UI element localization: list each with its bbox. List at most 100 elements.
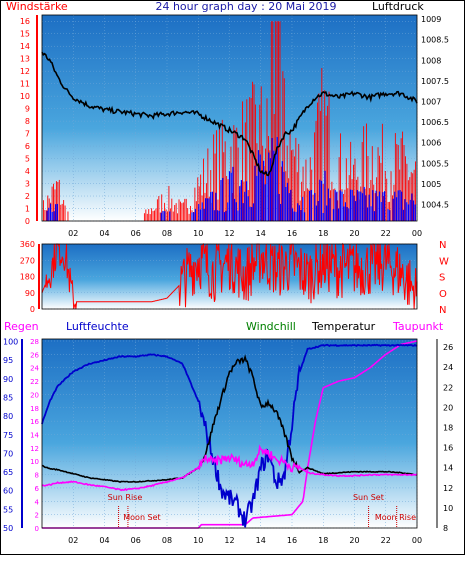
legend-luftfeuchte: Luftfeuchte bbox=[66, 320, 129, 333]
humidity-tick-label: 90 bbox=[3, 375, 13, 384]
rain-tick-label: 14 bbox=[30, 432, 39, 440]
y-left-tick-label: 11 bbox=[20, 80, 30, 89]
humidity-tick-label: 95 bbox=[3, 356, 13, 365]
y-left-tick-label: 9 bbox=[25, 105, 30, 114]
y-left-tick-label: 16 bbox=[20, 17, 30, 26]
panel-top-frame bbox=[41, 14, 418, 222]
x-tick-label: 10 bbox=[193, 229, 203, 238]
temperature-tick-label: 24 bbox=[443, 363, 453, 372]
temperature-tick-label: 12 bbox=[443, 484, 453, 493]
panel-bottom-frame bbox=[41, 338, 418, 529]
y-left-tick-label: 0 bbox=[25, 217, 30, 226]
y-left-tick-label: 10 bbox=[20, 92, 30, 101]
chart-title: 24 hour graph day : 20 Mai 2019 bbox=[155, 0, 336, 13]
y-left-tick-label: 4 bbox=[25, 167, 30, 176]
x-tick-label: 12 bbox=[224, 229, 234, 238]
temperature-tick-label: 26 bbox=[443, 343, 453, 352]
y-left-tick-label: 15 bbox=[20, 30, 30, 39]
temperature-tick-label: 22 bbox=[443, 383, 453, 392]
direction-tick-label: 90 bbox=[25, 289, 35, 298]
humidity-tick-label: 70 bbox=[3, 449, 13, 458]
compass-letter: W bbox=[439, 256, 449, 267]
x-tick-label: 18 bbox=[318, 536, 328, 545]
x-tick-label: 08 bbox=[162, 536, 172, 545]
x-tick-label: 20 bbox=[349, 229, 359, 238]
y-left-tick-label: 5 bbox=[25, 155, 30, 164]
legend-temperatur: Temperatur bbox=[311, 320, 376, 333]
compass-letter: N bbox=[439, 240, 446, 251]
x-tick-label: 02 bbox=[68, 536, 78, 545]
humidity-tick-label: 65 bbox=[3, 468, 13, 477]
dewpoint-line bbox=[41, 444, 418, 492]
rain-tick-label: 12 bbox=[30, 445, 39, 453]
y-right-tick-label: 1005.5 bbox=[421, 159, 449, 168]
rain-tick-label: 4 bbox=[35, 498, 40, 506]
rain-tick-label: 18 bbox=[30, 405, 39, 413]
y-left-tick-label: 7 bbox=[25, 130, 30, 139]
temperature-line bbox=[41, 354, 418, 483]
x-tick-label: 22 bbox=[381, 229, 391, 238]
compass-letter: O bbox=[439, 289, 447, 300]
x-tick-label: 20 bbox=[349, 536, 359, 545]
rain-tick-label: 0 bbox=[35, 525, 39, 533]
sun-set-label: Sun Set bbox=[353, 493, 384, 502]
rain-tick-label: 16 bbox=[30, 418, 39, 426]
temperature-tick-label: 10 bbox=[443, 504, 453, 513]
x-tick-label: 16 bbox=[287, 229, 297, 238]
x-tick-label: 12 bbox=[224, 536, 234, 545]
x-tick-label: 04 bbox=[99, 536, 109, 545]
sun-rise-label: Sun Rise bbox=[108, 493, 143, 502]
rain-tick-label: 20 bbox=[30, 391, 39, 399]
rain-tick-label: 24 bbox=[30, 365, 39, 373]
x-tick-label: 14 bbox=[256, 536, 266, 545]
x-tick-label: 04 bbox=[99, 229, 109, 238]
x-tick-label: 22 bbox=[381, 536, 391, 545]
humidity-tick-label: 85 bbox=[3, 394, 13, 403]
y-left-tick-label: 8 bbox=[25, 117, 30, 126]
temperature-tick-label: 8 bbox=[443, 524, 448, 533]
legend-taupunkt: Taupunkt bbox=[392, 320, 444, 333]
wind-direction-line bbox=[41, 242, 418, 310]
compass-letter: S bbox=[439, 273, 445, 284]
humidity-tick-label: 60 bbox=[3, 487, 13, 496]
x-tick-label: 18 bbox=[318, 229, 328, 238]
humidity-tick-label: 50 bbox=[3, 524, 13, 533]
moon-rise-label: Moon Rise bbox=[375, 513, 416, 522]
y-left-tick-label: 3 bbox=[25, 180, 30, 189]
y-left-tick-label: 13 bbox=[20, 55, 30, 64]
y-left-tick-label: 6 bbox=[25, 142, 30, 151]
temperature-tick-label: 18 bbox=[443, 423, 453, 432]
direction-tick-label: 180 bbox=[20, 273, 35, 282]
humidity-tick-label: 75 bbox=[3, 431, 13, 440]
x-tick-label: 14 bbox=[256, 229, 266, 238]
x-tick-label: 08 bbox=[162, 229, 172, 238]
direction-tick-label: 360 bbox=[20, 240, 35, 249]
direction-tick-label: 0 bbox=[30, 305, 35, 314]
y-right-tick-label: 1008.5 bbox=[421, 36, 449, 45]
temperature-tick-label: 14 bbox=[443, 464, 453, 473]
rain-tick-label: 2 bbox=[35, 512, 39, 520]
x-tick-label: 10 bbox=[193, 536, 203, 545]
y-right-tick-label: 1004.5 bbox=[421, 201, 449, 210]
x-tick-label: 00 bbox=[412, 229, 422, 238]
x-tick-label: 02 bbox=[68, 229, 78, 238]
rain-tick-label: 6 bbox=[35, 485, 40, 493]
legend-windchill: Windchill bbox=[246, 320, 296, 333]
moon-set-label: Moon Set bbox=[123, 513, 160, 522]
compass-letter: N bbox=[439, 305, 446, 316]
humidity-tick-label: 55 bbox=[3, 505, 13, 514]
y-right-tick-label: 1007.5 bbox=[421, 77, 449, 86]
x-tick-label: 00 bbox=[412, 536, 422, 545]
y-left-tick-label: 1 bbox=[25, 205, 30, 214]
temperature-tick-label: 16 bbox=[443, 444, 453, 453]
y-right-tick-label: 1007 bbox=[421, 98, 441, 107]
legend-regen: Regen bbox=[4, 320, 39, 333]
rain-tick-label: 22 bbox=[30, 378, 39, 386]
rain-tick-label: 8 bbox=[35, 472, 39, 480]
rain-tick-label: 10 bbox=[30, 458, 39, 466]
pressure-line bbox=[41, 51, 418, 177]
rain-tick-label: 26 bbox=[30, 351, 39, 359]
humidity-tick-label: 80 bbox=[3, 412, 13, 421]
